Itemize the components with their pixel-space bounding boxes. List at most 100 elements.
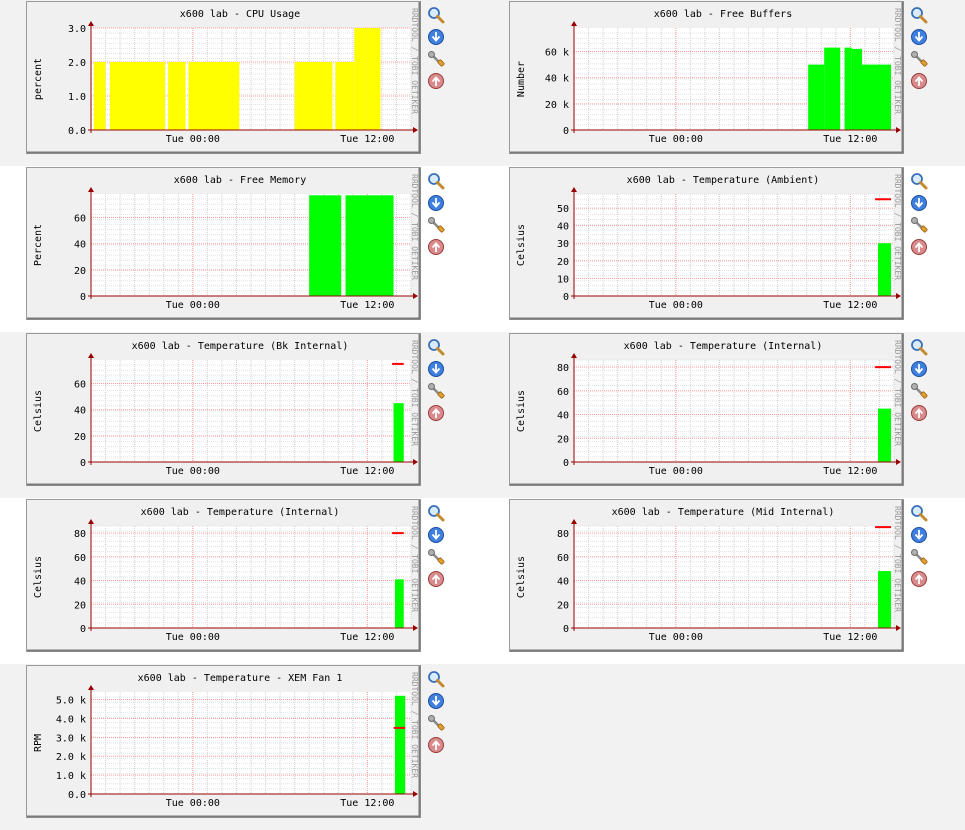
up-arrow-icon[interactable] — [427, 404, 445, 422]
down-arrow-icon[interactable] — [910, 28, 928, 46]
down-arrow-icon[interactable] — [427, 360, 445, 378]
y-tick-label: 60 — [557, 387, 569, 398]
graph-2[interactable]: 0 20 40 60 Tue 00:00 Tue 12:00 x600 lab - Free… — [26, 167, 421, 320]
magnifier-icon[interactable] — [427, 172, 445, 190]
y-tick-label: 0 — [563, 458, 569, 469]
area-segment — [168, 62, 186, 130]
y-tick-label: 40 k — [545, 74, 569, 85]
up-arrow-icon[interactable] — [910, 570, 928, 588]
y-axis-arrow — [571, 353, 577, 358]
up-arrow-icon[interactable] — [910, 238, 928, 256]
graph-cell: 0 20 40 60 80 Tue 00:00 Tue 12:00 x600 lab - Te… — [483, 332, 965, 498]
y-tick-label: 20 — [74, 266, 86, 277]
wrench-icon[interactable] — [910, 548, 928, 566]
wrench-icon[interactable] — [427, 50, 445, 68]
x-tick-label: Tue 00:00 — [166, 300, 220, 311]
magnifier-icon[interactable] — [910, 338, 928, 356]
y-tick-label: 20 — [557, 257, 569, 268]
graph-cell: 0 20 40 60 80 Tue 00:00 Tue 12:00 x600 lab - Te… — [0, 498, 482, 664]
x-axis-arrow — [413, 625, 418, 631]
down-arrow-icon[interactable] — [427, 692, 445, 710]
y-tick-label: 40 — [557, 411, 569, 422]
graph-4[interactable]: 0 20 40 60 Tue 00:00 Tue 12:00 x600 lab - Temp… — [26, 333, 421, 486]
y-tick-label: 20 — [557, 434, 569, 445]
down-arrow-icon[interactable] — [427, 194, 445, 212]
magnifier-icon[interactable] — [427, 504, 445, 522]
magnifier-icon[interactable] — [427, 6, 445, 24]
area-segment — [878, 408, 892, 462]
area-segment — [294, 62, 333, 130]
y-tick-label: 60 k — [545, 48, 569, 59]
wrench-icon[interactable] — [910, 216, 928, 234]
x-tick-label: Tue 00:00 — [649, 466, 703, 477]
y-tick-label: 60 — [557, 553, 569, 564]
graph-1[interactable]: 0 20 k 40 k 60 k Tue 00:00 Tue 12:00 x600 lab … — [509, 1, 904, 154]
y-axis-label: percent — [33, 58, 44, 100]
magnifier-icon[interactable] — [910, 6, 928, 24]
y-axis-arrow — [88, 519, 94, 524]
up-arrow-icon[interactable] — [910, 72, 928, 90]
y-tick-label: 0.0 — [68, 790, 86, 801]
y-axis-arrow — [88, 187, 94, 192]
wrench-icon[interactable] — [427, 714, 445, 732]
graph-0[interactable]: 0.0 1.0 2.0 3.0 Tue 00:00 Tue 12:00 x600 lab -… — [26, 1, 421, 154]
graph-cell: 0 10 20 30 40 50 Tue 00:00 Tue 12:00 x600 lab - … — [483, 166, 965, 332]
graph-title: x600 lab - Temperature (Internal) — [141, 507, 340, 518]
graph-3[interactable]: 0 10 20 30 40 50 Tue 00:00 Tue 12:00 x600 lab - … — [509, 167, 904, 320]
area-segment — [354, 28, 368, 130]
x-tick-label: Tue 12:00 — [340, 798, 394, 809]
graph-6[interactable]: 0 20 40 60 80 Tue 00:00 Tue 12:00 x600 lab - Te… — [26, 499, 421, 652]
y-tick-label: 2.0 — [68, 58, 86, 69]
magnifier-icon[interactable] — [427, 670, 445, 688]
y-tick-label: 80 — [74, 529, 86, 540]
wrench-icon[interactable] — [427, 216, 445, 234]
y-axis-arrow — [571, 519, 577, 524]
y-tick-label: 3.0 — [68, 24, 86, 35]
area-segment — [367, 28, 381, 130]
up-arrow-icon[interactable] — [910, 404, 928, 422]
y-tick-label: 20 — [74, 600, 86, 611]
y-tick-label: 2.0 k — [56, 752, 86, 763]
x-tick-label: Tue 00:00 — [649, 300, 703, 311]
rrdtool-credit: RRDTOOL / TOBI OETIKER — [893, 8, 902, 114]
graph-7[interactable]: 0 20 40 60 80 Tue 00:00 Tue 12:00 x600 lab - Te… — [509, 499, 904, 652]
y-axis-label: RPM — [33, 734, 44, 752]
magnifier-icon[interactable] — [910, 172, 928, 190]
up-arrow-icon[interactable] — [427, 238, 445, 256]
down-arrow-icon[interactable] — [910, 360, 928, 378]
y-axis-label: Celsius — [516, 390, 527, 432]
area-segment — [851, 48, 862, 130]
wrench-icon[interactable] — [910, 50, 928, 68]
up-arrow-icon[interactable] — [427, 570, 445, 588]
y-tick-label: 20 — [557, 600, 569, 611]
magnifier-icon[interactable] — [910, 504, 928, 522]
down-arrow-icon[interactable] — [910, 526, 928, 544]
up-arrow-icon[interactable] — [427, 72, 445, 90]
down-arrow-icon[interactable] — [427, 526, 445, 544]
down-arrow-icon[interactable] — [910, 194, 928, 212]
area-segment — [844, 47, 852, 130]
area-segment — [109, 62, 166, 130]
magnifier-icon[interactable] — [427, 338, 445, 356]
x-tick-label: Tue 00:00 — [166, 632, 220, 643]
down-arrow-icon[interactable] — [427, 28, 445, 46]
y-axis-arrow — [571, 21, 577, 26]
graph-actions — [910, 338, 930, 426]
y-tick-label: 1.0 k — [56, 771, 86, 782]
area-segment — [393, 403, 404, 462]
up-arrow-icon[interactable] — [427, 736, 445, 754]
wrench-icon[interactable] — [910, 382, 928, 400]
y-tick-label: 30 — [557, 239, 569, 250]
wrench-icon[interactable] — [427, 548, 445, 566]
x-axis-arrow — [413, 791, 418, 797]
y-tick-label: 80 — [557, 363, 569, 374]
x-tick-label: Tue 12:00 — [823, 300, 877, 311]
wrench-icon[interactable] — [427, 382, 445, 400]
graph-5[interactable]: 0 20 40 60 80 Tue 00:00 Tue 12:00 x600 lab - Te… — [509, 333, 904, 486]
y-tick-label: 0 — [80, 292, 86, 303]
y-tick-label: 60 — [74, 553, 86, 564]
x-tick-label: Tue 00:00 — [166, 466, 220, 477]
graph-8[interactable]: 0.0 1.0 k 2.0 k 3.0 k 4.0 k 5.0 k Tue 00:00 Tue… — [26, 665, 421, 818]
y-axis-arrow — [571, 187, 577, 192]
rrdtool-credit: RRDTOOL / TOBI OETIKER — [410, 506, 419, 612]
